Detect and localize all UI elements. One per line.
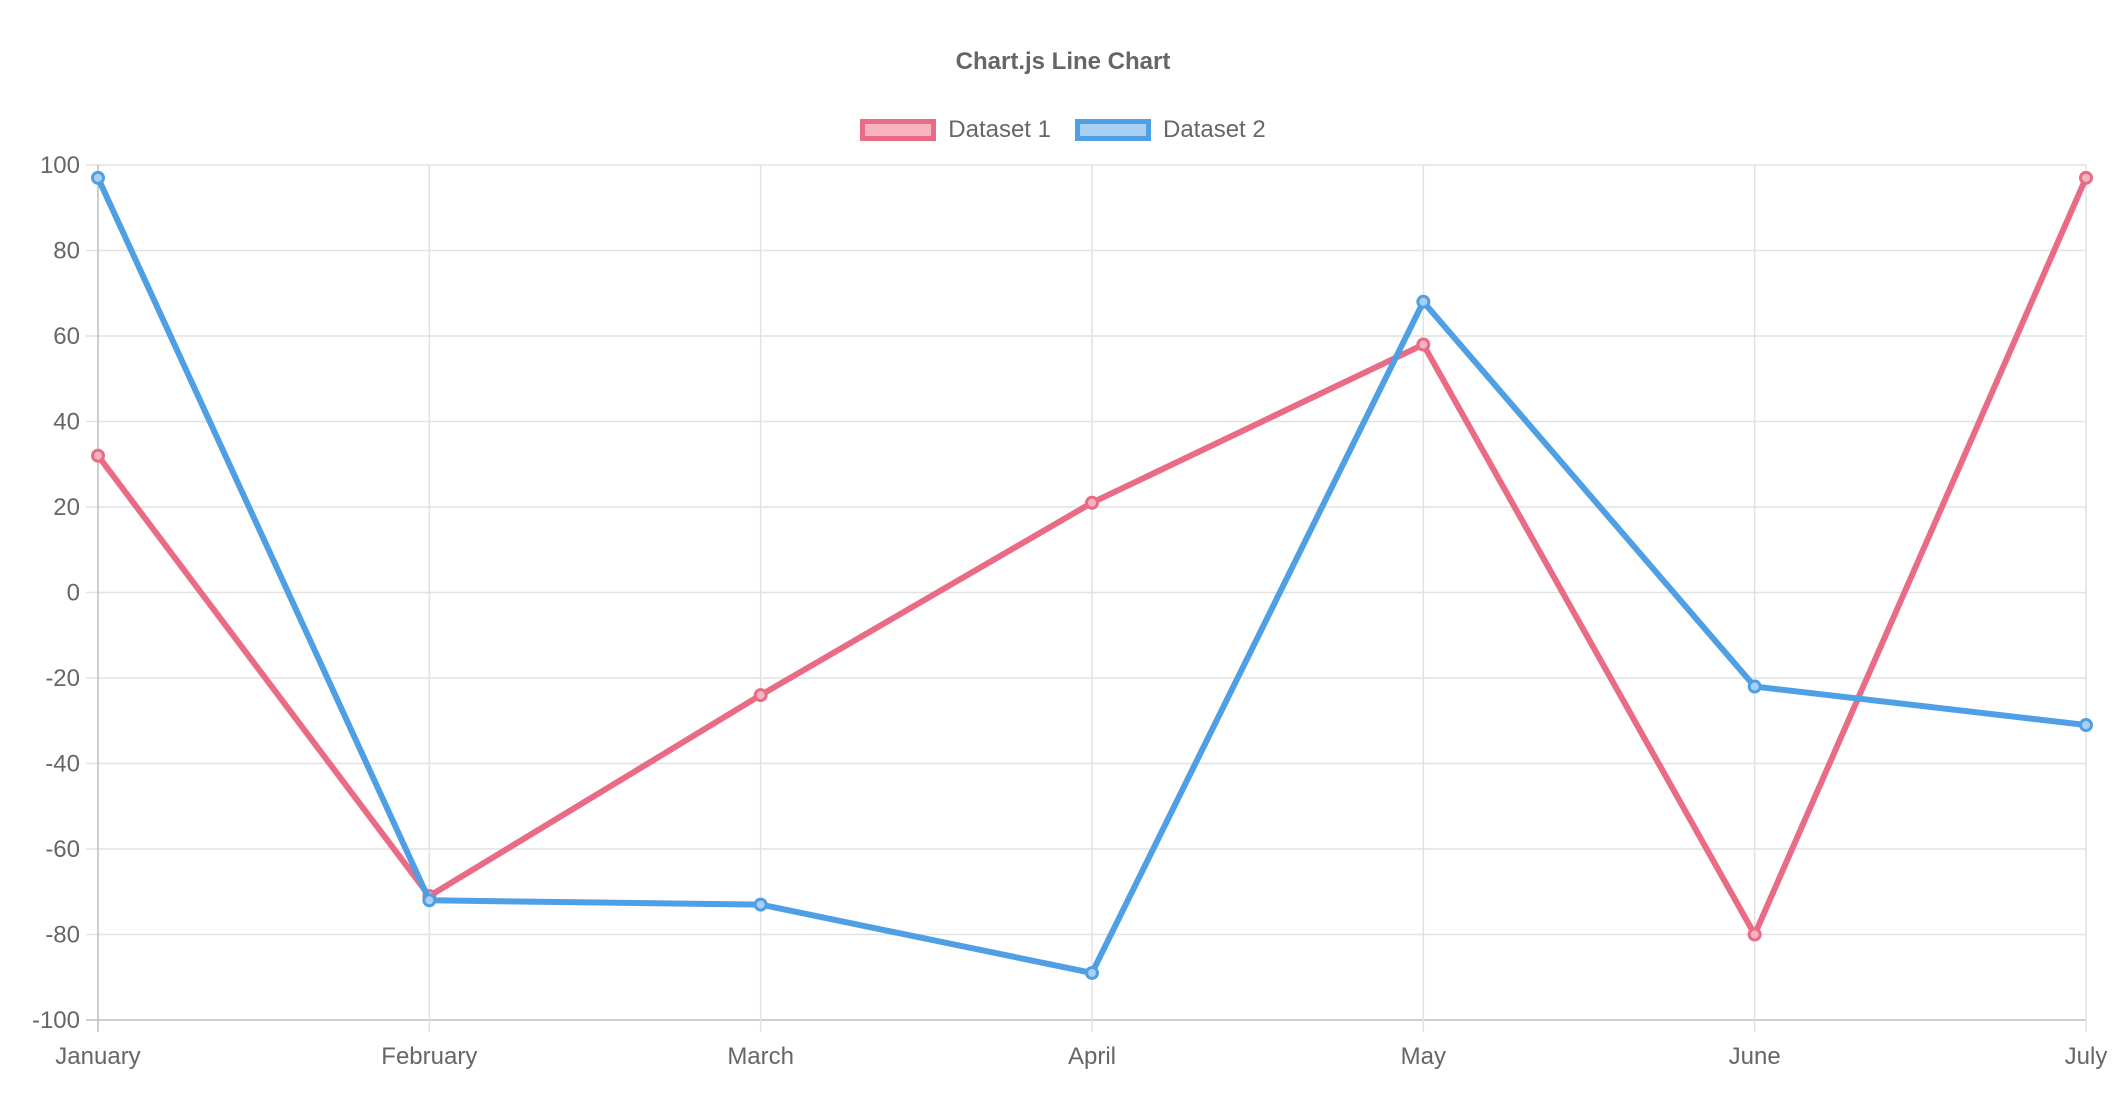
data-point-dataset-2[interactable] (2079, 718, 2093, 733)
data-point-dataset-1[interactable] (1085, 495, 1099, 510)
legend-swatch-dataset-2 (1075, 119, 1151, 141)
data-point-dataset-2[interactable] (1747, 679, 1762, 694)
legend-item-dataset-2[interactable]: Dataset 2 (1075, 116, 1266, 144)
x-tick-label: March (727, 1043, 794, 1070)
x-tick-label: May (1401, 1043, 1446, 1070)
data-point-dataset-1[interactable] (1416, 337, 1431, 352)
y-tick-label: -80 (45, 922, 80, 949)
data-point-dataset-1[interactable] (2079, 170, 2093, 185)
x-tick-label: January (55, 1043, 140, 1070)
y-tick-label: 20 (53, 494, 80, 521)
data-point-dataset-1[interactable] (1747, 927, 1762, 942)
chart-title: Chart.js Line Chart (955, 48, 1171, 75)
data-point-dataset-2[interactable] (753, 897, 768, 912)
data-point-dataset-2[interactable] (422, 893, 437, 908)
grid (86, 164, 2087, 1032)
y-tick-label: -20 (45, 665, 80, 692)
y-tick-label: 40 (53, 409, 80, 436)
y-tick-label: 0 (67, 580, 80, 607)
y-tick-label: 80 (53, 238, 80, 265)
y-tick-label: 100 (40, 152, 80, 179)
data-point-dataset-1[interactable] (753, 688, 768, 703)
axes: 100 80 60 40 20 0 -20 -40 -60 -80 -100 January Febru… (32, 152, 2107, 1070)
data-point-dataset-1[interactable] (91, 448, 105, 463)
legend: Dataset 1 Dataset 2 (0, 116, 2126, 144)
data-point-dataset-2[interactable] (1416, 294, 1431, 309)
legend-item-dataset-1[interactable]: Dataset 1 (860, 116, 1051, 144)
data-point-dataset-2[interactable] (91, 170, 105, 185)
x-tick-label: July (2065, 1043, 2108, 1070)
y-tick-label: -40 (45, 751, 80, 778)
y-tick-label: -60 (45, 836, 80, 863)
x-tick-label: February (381, 1043, 477, 1070)
y-tick-label: -100 (32, 1007, 80, 1034)
y-tick-label: 60 (53, 323, 80, 350)
series (91, 170, 2093, 980)
x-tick-label: June (1729, 1043, 1781, 1070)
x-tick-label: April (1068, 1043, 1116, 1070)
legend-swatch-dataset-1 (860, 119, 937, 141)
legend-label-dataset-2: Dataset 2 (1163, 116, 1266, 143)
legend-label-dataset-1: Dataset 1 (948, 116, 1051, 143)
data-point-dataset-2[interactable] (1085, 965, 1099, 980)
